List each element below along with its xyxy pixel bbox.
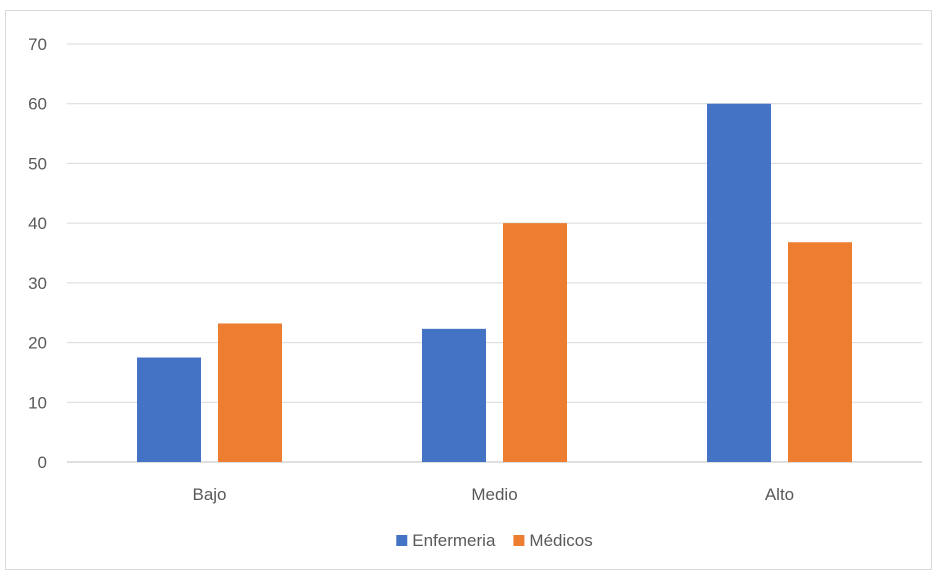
y-tick-label: 40: [28, 214, 47, 233]
legend-label: Médicos: [529, 531, 592, 550]
y-tick-label: 60: [28, 95, 47, 114]
legend-label: Enfermeria: [412, 531, 496, 550]
bar-enfermeria-medio: [422, 328, 486, 462]
bar-mdicos-alto: [788, 242, 852, 462]
y-tick-label: 20: [28, 334, 47, 353]
legend-swatch: [513, 535, 525, 546]
x-tick-label: Bajo: [192, 485, 226, 504]
y-tick-label: 0: [38, 453, 47, 472]
y-tick-label: 30: [28, 274, 47, 293]
x-tick-label: Alto: [765, 485, 794, 504]
bar-mdicos-medio: [503, 223, 567, 462]
y-tick-label: 50: [28, 154, 47, 173]
y-tick-label: 10: [28, 393, 47, 412]
bar-mdicos-bajo: [218, 323, 282, 462]
bar-enfermeria-bajo: [137, 357, 201, 462]
legend-swatch: [396, 535, 408, 546]
bar-enfermeria-alto: [707, 103, 771, 462]
y-tick-label: 70: [28, 35, 47, 54]
x-tick-label: Medio: [471, 485, 517, 504]
